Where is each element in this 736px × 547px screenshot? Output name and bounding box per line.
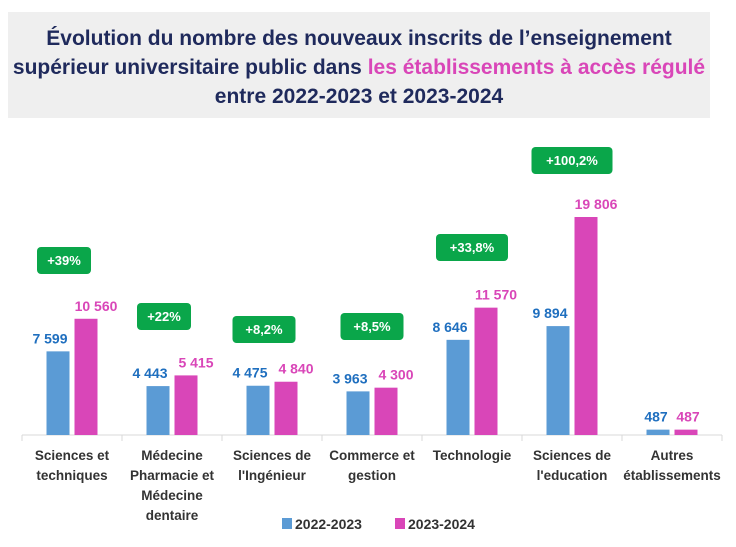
data-label-2023-2024: 4 840	[278, 361, 313, 377]
bar-2022-2023	[546, 326, 570, 435]
data-label-2022-2023: 8 646	[432, 319, 467, 335]
bar-2022-2023	[146, 386, 170, 435]
data-label-2023-2024: 19 806	[575, 196, 618, 212]
legend-swatch	[282, 518, 292, 529]
category-label: établissements	[623, 468, 721, 483]
growth-badge-label: +100,2%	[546, 153, 598, 168]
category-label: l'education	[537, 468, 608, 483]
title-line-1: Évolution du nombre des nouveaux inscrit…	[46, 27, 672, 50]
category-label: Commerce et	[329, 448, 415, 463]
bar-2023-2024	[674, 429, 698, 435]
legend-label: 2022-2023	[295, 516, 362, 532]
growth-badge	[232, 316, 296, 343]
data-label-2022-2023: 3 963	[332, 370, 367, 386]
bar-2022-2023	[246, 385, 270, 435]
bar-2023-2024	[74, 318, 98, 435]
title-line-2: supérieur universitaire public dans les …	[8, 53, 710, 82]
category-label: Médecine	[141, 448, 203, 463]
bar-2022-2023	[346, 391, 370, 435]
title-line-3: entre 2022-2023 et 2023-2024	[214, 85, 504, 108]
growth-badge-label: +8,2%	[245, 322, 283, 337]
bar-2022-2023	[46, 351, 70, 435]
data-label-2023-2024: 11 570	[475, 287, 517, 303]
bar-2022-2023	[646, 429, 670, 435]
data-label-2022-2023: 487	[644, 409, 668, 425]
data-label-2023-2024: 4 300	[378, 367, 413, 383]
chart-title: Évolution du nombre des nouveaux inscrit…	[8, 12, 710, 118]
data-label-2023-2024: 5 415	[178, 354, 213, 370]
category-label: Médecine	[141, 488, 203, 503]
bar-2023-2024	[574, 217, 598, 435]
data-label-2023-2024: 487	[676, 409, 700, 425]
title-line-2-start: supérieur universitaire public dans	[12, 56, 368, 79]
growth-badge	[340, 313, 404, 340]
category-label: Sciences de	[233, 448, 312, 463]
category-label: gestion	[348, 468, 396, 483]
growth-badge-label: +39%	[47, 253, 81, 268]
bar-2023-2024	[274, 381, 298, 435]
data-label-2022-2023: 4 443	[132, 365, 167, 381]
data-label-2022-2023: 9 894	[532, 305, 567, 321]
category-label: techniques	[36, 468, 107, 483]
growth-badge-label: +33,8%	[450, 240, 495, 255]
legend-label: 2023-2024	[408, 516, 475, 532]
category-label: dentaire	[146, 508, 199, 523]
category-label: l'Ingénieur	[238, 468, 306, 483]
category-label: Sciences et	[35, 448, 110, 463]
bar-2022-2023	[446, 339, 470, 435]
growth-badge	[37, 247, 91, 274]
data-label-2022-2023: 7 599	[32, 330, 67, 346]
growth-badge	[137, 303, 191, 330]
title-highlight: les établissements à accès régulé	[367, 56, 706, 79]
legend-swatch	[395, 518, 405, 529]
bar-2023-2024	[374, 387, 398, 435]
data-label-2023-2024: 10 560	[75, 298, 118, 314]
growth-badge-label: +22%	[147, 309, 181, 324]
data-label-2022-2023: 4 475	[232, 365, 267, 381]
category-label: Autres	[651, 448, 694, 463]
bar-2023-2024	[174, 375, 198, 435]
growth-badge	[531, 147, 613, 174]
bar-2023-2024	[474, 307, 498, 435]
growth-badge	[436, 234, 508, 261]
category-label: Pharmacie et	[130, 468, 215, 483]
category-label: Technologie	[433, 448, 512, 463]
category-label: Sciences de	[533, 448, 612, 463]
growth-badge-label: +8,5%	[353, 319, 391, 334]
